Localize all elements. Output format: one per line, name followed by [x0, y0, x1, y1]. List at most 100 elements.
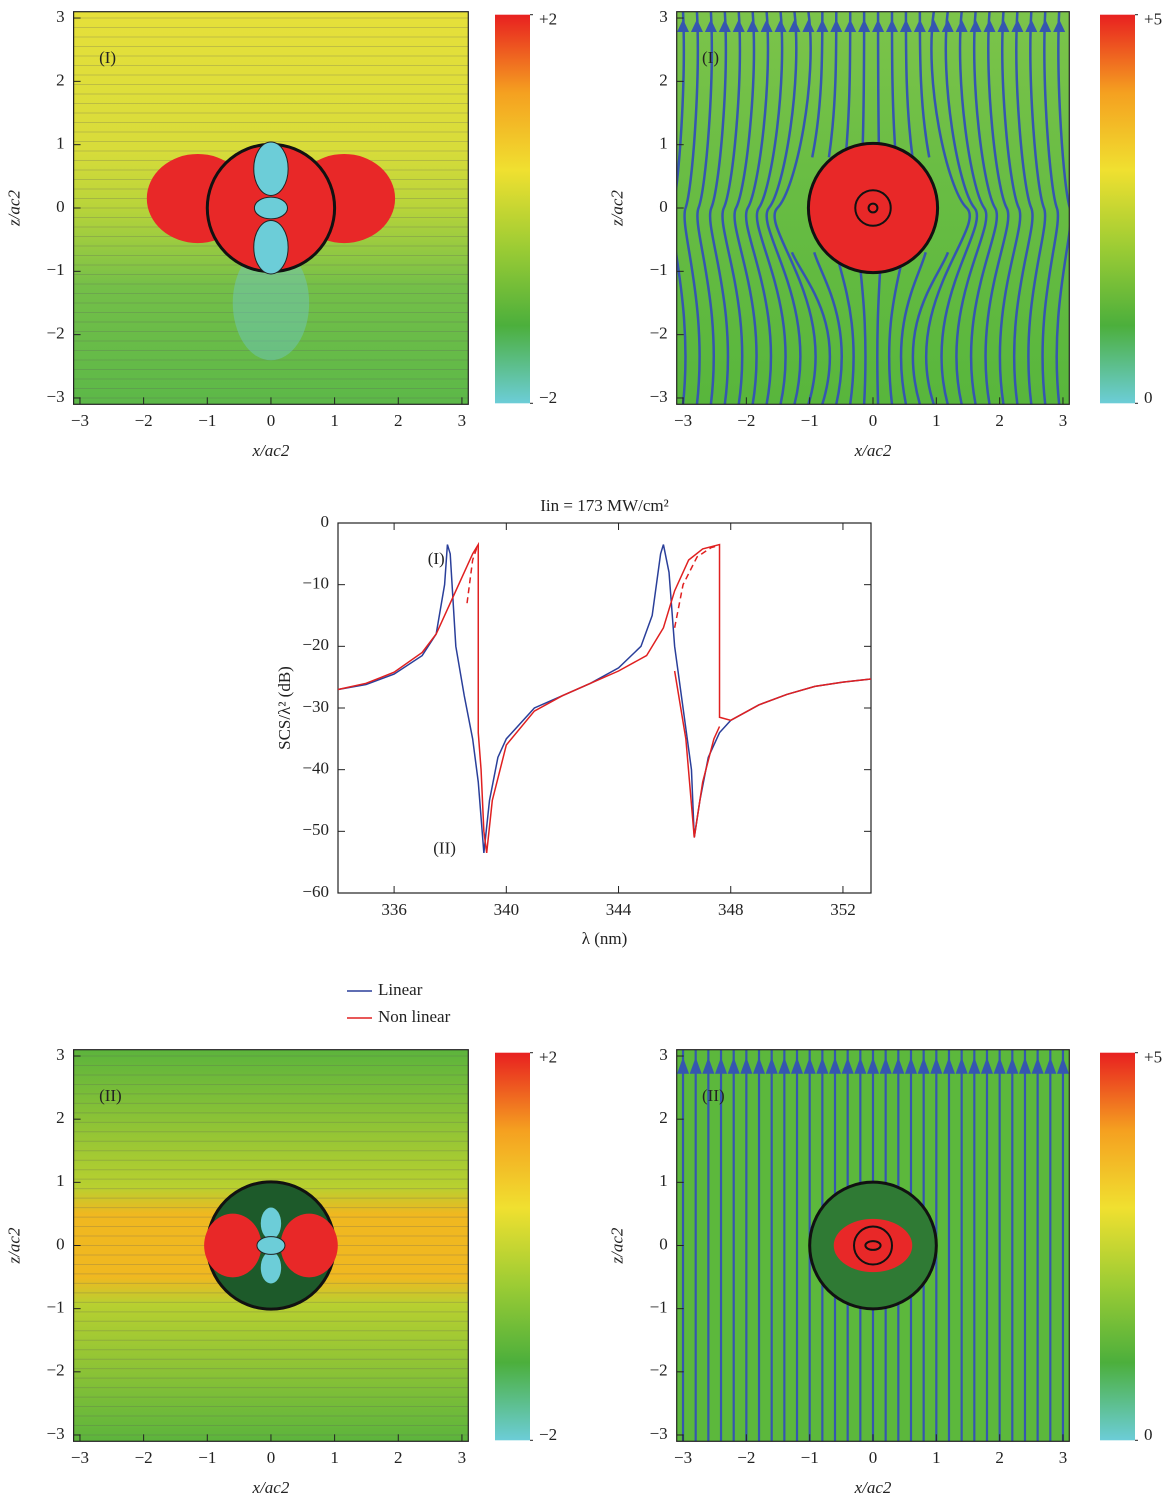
arrow: [955, 1057, 968, 1074]
field-image: [676, 1049, 1070, 1442]
field-lobe: [260, 1207, 282, 1240]
arrow: [879, 1057, 892, 1074]
colorbar: [495, 14, 530, 404]
arrow: [930, 1057, 943, 1074]
series-line: [337, 541, 872, 854]
arrow: [740, 1057, 753, 1074]
arrow: [892, 1057, 905, 1074]
x-tick-label: 0: [869, 1448, 878, 1467]
arrow: [854, 1057, 867, 1074]
x-tick-label: −2: [135, 1448, 153, 1467]
field-lobe: [204, 1213, 262, 1278]
colorbar-label: +5: [1144, 10, 1162, 29]
field-lobe: [256, 1236, 286, 1255]
streamline: [744, 11, 773, 405]
y-axis-label: SCS/λ² (dB): [275, 666, 294, 750]
y-tick-label: −30: [302, 697, 329, 716]
streamline: [755, 11, 787, 405]
y-tick-label: −1: [650, 260, 668, 279]
plot-bg: [338, 523, 871, 893]
x-tick-label: 1: [330, 411, 339, 430]
y-tick-label: 1: [659, 134, 668, 153]
arrow: [1031, 1057, 1044, 1074]
series-line: [337, 544, 872, 853]
arrow: [788, 19, 801, 32]
field-lobe: [833, 1218, 913, 1273]
x-tick-label: 3: [458, 411, 467, 430]
x-tick-label: 1: [932, 411, 941, 430]
x-tick-label: −3: [71, 411, 89, 430]
y-tick-label: 2: [56, 1108, 65, 1127]
arrow: [829, 1057, 842, 1074]
arrow: [1056, 1057, 1069, 1074]
streamline: [969, 11, 999, 405]
arrow: [765, 1057, 778, 1074]
x-tick-label: −3: [71, 1448, 89, 1467]
y-axis-label: z/ac2: [608, 190, 627, 227]
y-tick-label: −3: [47, 387, 65, 406]
arrow: [904, 1057, 917, 1074]
x-tick-label: 0: [869, 411, 878, 430]
x-tick-label: 336: [381, 900, 407, 919]
y-axis-label: z/ac2: [5, 1227, 24, 1264]
field-lobe: [864, 1240, 882, 1251]
y-tick-label: 0: [56, 1234, 65, 1253]
arrow: [802, 19, 815, 32]
arrow: [690, 19, 703, 32]
y-tick-label: −1: [650, 1298, 668, 1317]
plot-frame: [72, 1049, 469, 1442]
y-tick-label: −3: [47, 1424, 65, 1443]
arrow: [677, 19, 690, 32]
arrow: [718, 19, 731, 32]
y-tick-label: −1: [47, 1298, 65, 1317]
streamline: [1055, 11, 1070, 405]
streamline: [708, 11, 730, 405]
annotation: (II): [433, 839, 456, 858]
chart-title: Iin = 173 MW/cm²: [540, 496, 668, 515]
streamline: [721, 11, 744, 405]
arrow: [1018, 1057, 1031, 1074]
y-axis-label: z/ac2: [5, 190, 24, 227]
field-image: [676, 11, 1070, 405]
x-tick-label: −1: [198, 411, 216, 430]
arrow: [899, 19, 912, 32]
x-tick-label: 348: [718, 900, 744, 919]
field-lobe: [253, 141, 289, 196]
x-tick-label: 2: [394, 1448, 403, 1467]
y-tick-label: 0: [659, 1234, 668, 1253]
arrow: [980, 1057, 993, 1074]
streamline: [683, 11, 701, 405]
field-lobe: [280, 1213, 338, 1278]
plot-frame: [676, 1049, 1070, 1442]
arrow: [841, 1057, 854, 1074]
arrow: [778, 1057, 791, 1074]
arrow: [968, 1057, 981, 1074]
x-axis-label: x/ac2: [854, 1478, 892, 1497]
x-tick-label: −1: [801, 411, 819, 430]
field-lobe: [260, 1251, 282, 1284]
series-line: [466, 544, 720, 628]
x-tick-label: −2: [135, 411, 153, 430]
x-tick-label: 2: [995, 411, 1004, 430]
arrow: [844, 19, 857, 32]
x-tick-label: 3: [1059, 1448, 1068, 1467]
streamline: [1041, 11, 1060, 405]
x-tick-label: 1: [932, 1448, 941, 1467]
x-tick-label: 3: [1059, 411, 1068, 430]
x-tick-label: −1: [801, 1448, 819, 1467]
arrow: [830, 19, 843, 32]
colorbar: [1100, 1052, 1135, 1441]
arrow: [732, 19, 745, 32]
field-lobe: [232, 245, 310, 361]
panel-label: (I): [702, 48, 719, 67]
colorbar: [1100, 14, 1135, 404]
y-tick-label: −3: [650, 387, 668, 406]
x-tick-label: 3: [458, 1448, 467, 1467]
arrow: [942, 1057, 955, 1074]
y-tick-label: 0: [659, 197, 668, 216]
field-lobe: [253, 196, 289, 220]
field-lobe: [253, 220, 289, 275]
annotation: (I): [428, 549, 445, 568]
x-tick-label: −2: [737, 1448, 755, 1467]
